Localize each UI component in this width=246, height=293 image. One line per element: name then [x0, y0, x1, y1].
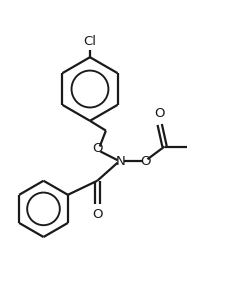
- Text: O: O: [92, 208, 103, 221]
- Text: O: O: [140, 155, 150, 168]
- Text: O: O: [92, 142, 103, 156]
- Text: O: O: [154, 107, 165, 120]
- Text: Cl: Cl: [83, 35, 96, 48]
- Text: N: N: [116, 155, 125, 168]
